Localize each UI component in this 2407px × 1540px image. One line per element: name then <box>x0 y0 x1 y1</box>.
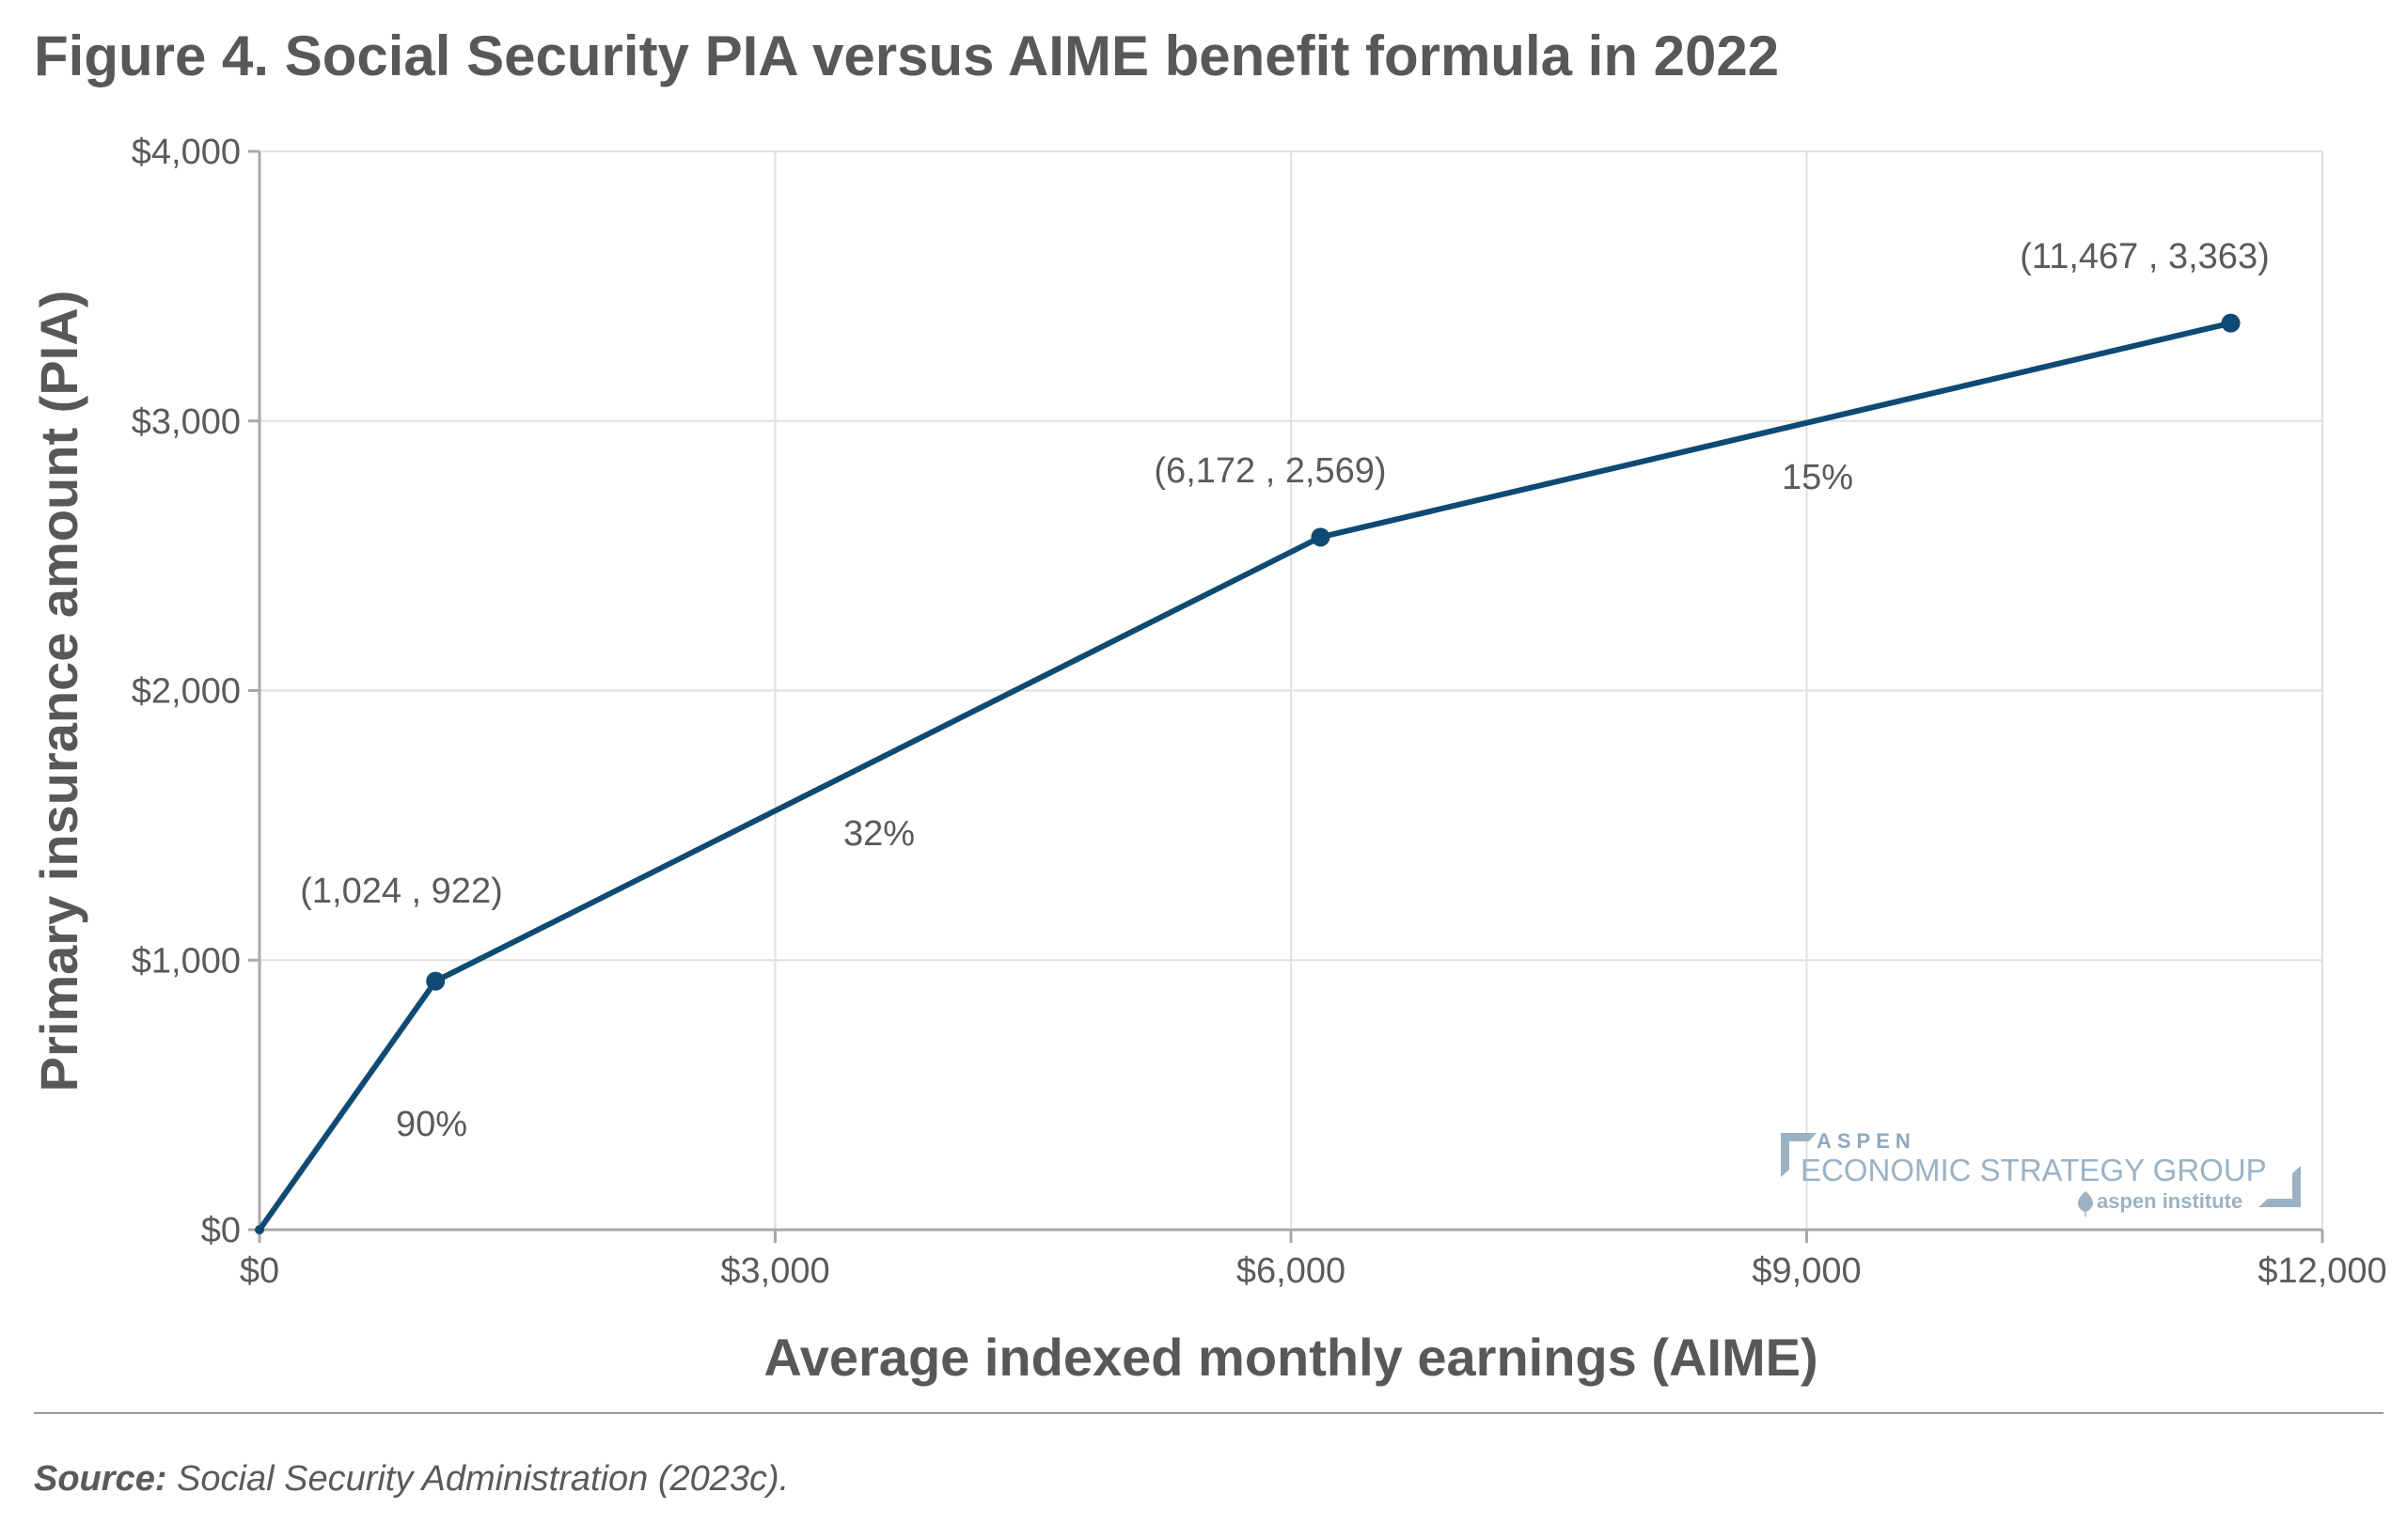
y-tick-label: $0 <box>201 1211 241 1250</box>
data-point <box>255 1225 264 1234</box>
y-tick-label: $4,000 <box>132 133 241 172</box>
data-point <box>2221 313 2241 333</box>
chart-title: Figure 4. Social Security PIA versus AIM… <box>34 24 1779 87</box>
point-label-2: (6,172 , 2,569) <box>1154 451 1386 491</box>
source-note: Source: Social Security Administration (… <box>34 1459 789 1499</box>
series-line <box>257 320 2232 1232</box>
x-tick-label: $12,000 <box>2258 1251 2386 1291</box>
svg-text:aspen institute: aspen institute <box>2097 1189 2242 1213</box>
y-tick-label: $2,000 <box>132 672 241 712</box>
svg-text:ECONOMIC STRATEGY GROUP: ECONOMIC STRATEGY GROUP <box>1801 1153 2267 1187</box>
data-point <box>426 971 446 991</box>
y-tick-labels: $0 $1,000 $2,000 $3,000 $4,000 <box>132 133 241 1250</box>
point-label-1: (1,024 , 922) <box>300 872 502 911</box>
point-label-3: (11,467 , 3,363) <box>2020 237 2269 276</box>
segment-label-32: 32% <box>843 814 915 854</box>
aspen-logo: ASPEN ECONOMIC STRATEGY GROUP aspen inst… <box>1781 1129 2301 1217</box>
svg-text:ASPEN: ASPEN <box>1817 1129 1916 1153</box>
segment-label-15: 15% <box>1782 458 1853 497</box>
x-tick-label: $9,000 <box>1752 1251 1861 1291</box>
axes <box>248 149 2324 1243</box>
y-tick-label: $1,000 <box>132 941 241 981</box>
y-tick-label: $3,000 <box>132 402 241 442</box>
gridlines <box>260 150 2323 1230</box>
segment-label-90: 90% <box>396 1105 467 1144</box>
x-tick-labels: $0 $3,000 $6,000 $9,000 $12,000 <box>240 1251 2387 1291</box>
x-axis-label: Average indexed monthly earnings (AIME) <box>763 1328 1817 1387</box>
x-tick-label: $0 <box>240 1251 279 1291</box>
series-pia <box>255 313 2241 1234</box>
y-axis-label: Primary insurance amount (PIA) <box>29 291 88 1092</box>
data-point <box>1311 527 1330 547</box>
x-tick-label: $3,000 <box>720 1251 829 1291</box>
x-tick-label: $6,000 <box>1236 1251 1345 1291</box>
